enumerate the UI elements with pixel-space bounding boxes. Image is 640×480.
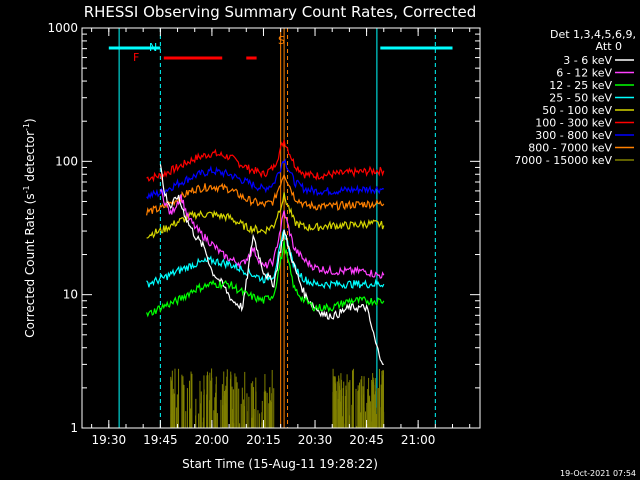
flare-label: F bbox=[133, 51, 139, 64]
chart-title: RHESSI Observing Summary Count Rates, Co… bbox=[84, 3, 477, 21]
plot-area bbox=[108, 28, 453, 428]
y-axis-label-end: ) bbox=[23, 118, 37, 123]
timestamp: 19-Oct-2021 07:54 bbox=[560, 469, 636, 478]
legend-label: 3 - 6 keV bbox=[563, 54, 612, 67]
y-tick-label: 10 bbox=[63, 288, 78, 302]
x-tick-label: 19:45 bbox=[143, 433, 178, 447]
legend-label: 12 - 25 keV bbox=[549, 79, 612, 92]
y-axis-label-main: Corrected Count Rate (s bbox=[23, 193, 37, 337]
series-line-2 bbox=[146, 173, 385, 216]
y-tick-label: 1000 bbox=[47, 21, 78, 35]
legend-label: 7000 - 15000 keV bbox=[514, 154, 612, 167]
axis-ticks: 1 10 100 1000 19:30 19:45 20:00 20:15 20:30 20:45… bbox=[47, 21, 480, 447]
x-tick-label: 20:45 bbox=[349, 433, 384, 447]
legend-header-line2: Att 0 bbox=[596, 40, 622, 53]
x-tick-label: 20:30 bbox=[298, 433, 333, 447]
y-tick-label: 100 bbox=[55, 154, 78, 168]
y-axis-label-mid: detector bbox=[23, 131, 37, 186]
x-tick-label: 19:30 bbox=[92, 433, 127, 447]
series-line-6 bbox=[159, 164, 384, 365]
series-line-5 bbox=[146, 229, 385, 290]
y-axis-label-sup2: -1 bbox=[22, 123, 31, 131]
y-axis-label: Corrected Count Rate (s-1 detector-1) bbox=[22, 118, 37, 337]
legend-label: 800 - 7000 keV bbox=[528, 142, 612, 155]
legend-label: 25 - 50 keV bbox=[549, 92, 612, 105]
y-axis-label-sup1: -1 bbox=[22, 185, 31, 193]
saa-label: S bbox=[278, 34, 285, 47]
series-line-4 bbox=[159, 188, 385, 279]
x-tick-label: 20:00 bbox=[195, 433, 230, 447]
x-tick-label: 20:15 bbox=[246, 433, 281, 447]
night-label: N bbox=[149, 41, 157, 54]
x-tick-label: 21:00 bbox=[401, 433, 436, 447]
series-line-0 bbox=[146, 139, 385, 183]
legend-label: 6 - 12 keV bbox=[556, 67, 612, 80]
legend-label: 50 - 100 keV bbox=[542, 104, 612, 117]
legend-header-line1: Det 1,3,4,5,6,9, bbox=[550, 28, 636, 41]
legend-label: 300 - 800 keV bbox=[535, 129, 612, 142]
legend-label: 100 - 300 keV bbox=[535, 117, 612, 130]
series-line-1 bbox=[146, 158, 384, 200]
x-axis-label: Start Time (15-Aug-11 19:28:22) bbox=[182, 457, 378, 471]
y-tick-label: 1 bbox=[70, 421, 78, 435]
series-line-7 bbox=[146, 240, 385, 318]
